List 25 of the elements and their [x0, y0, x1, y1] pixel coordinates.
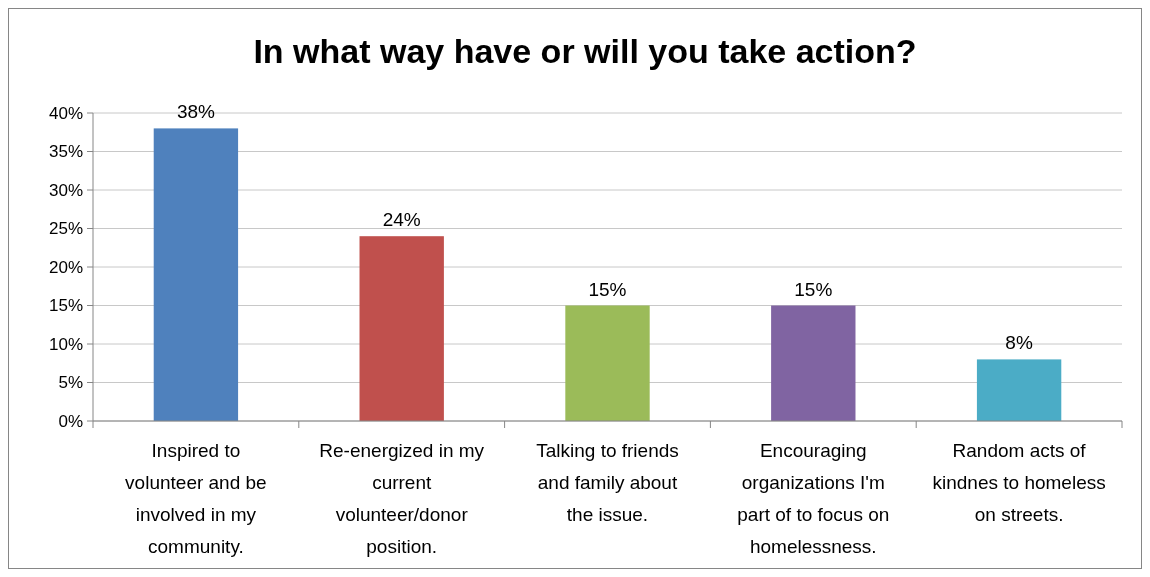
y-tick-label: 10% — [48, 334, 83, 354]
y-tick-label: 20% — [48, 257, 83, 277]
x-tick-label: Re-energized in my current volunteer/donor position. — [319, 440, 485, 557]
data-label: 24% — [382, 209, 421, 231]
y-tick-label: 15% — [48, 296, 83, 316]
y-tick-label: 40% — [48, 103, 83, 123]
x-tick-label: Random acts of kindnes to homeless on streets. — [932, 440, 1106, 525]
x-tick-label: Encouraging organizations I'm part of to focus on homelessness. — [737, 440, 890, 557]
data-label: 15% — [794, 278, 833, 300]
y-tick-label: 5% — [58, 373, 83, 393]
y-tick-label: 30% — [48, 180, 83, 200]
y-tick-label: 35% — [48, 142, 83, 162]
x-tick-label: Talking to friends and family about the issue. — [536, 440, 679, 525]
bar — [153, 128, 239, 421]
data-label: 15% — [588, 278, 627, 300]
x-tick-label: Inspired to volunteer and be involved in my community. — [125, 440, 267, 557]
bar — [771, 305, 856, 421]
data-label: 8% — [1005, 332, 1033, 354]
bar — [976, 359, 1062, 421]
y-tick-label: 0% — [58, 411, 83, 431]
bar — [359, 236, 444, 421]
chart-title: In what way have or will you take action? — [253, 32, 917, 70]
bar — [565, 305, 650, 421]
y-tick-label: 25% — [48, 219, 83, 239]
data-label: 38% — [176, 101, 216, 123]
